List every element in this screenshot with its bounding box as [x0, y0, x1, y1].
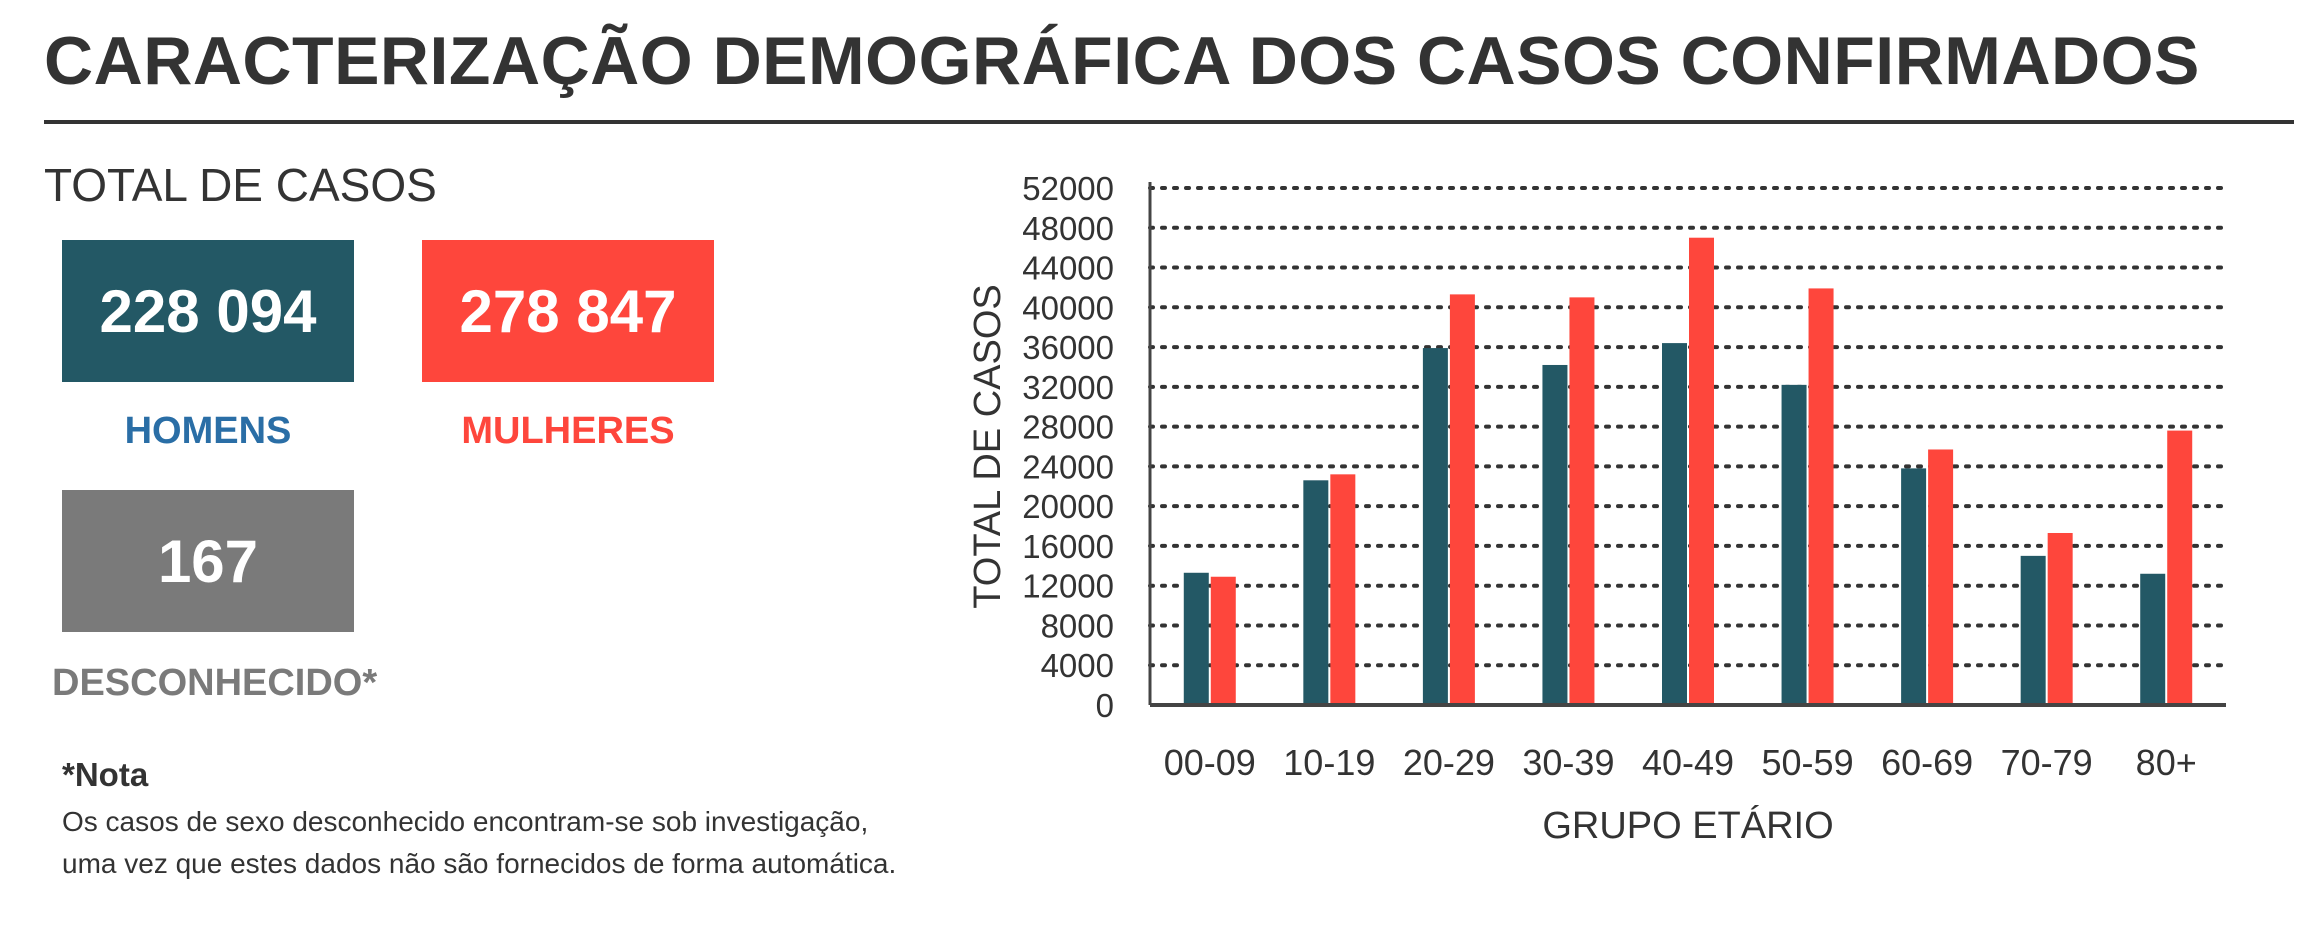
- x-tick-label: 10-19: [1283, 742, 1375, 783]
- women-label: MULHERES: [461, 410, 675, 452]
- x-tick-label: 40-49: [1642, 742, 1734, 783]
- x-tick-label: 50-59: [1762, 742, 1854, 783]
- y-tick-label: 28000: [1022, 409, 1114, 446]
- bar-mulheres-50-59: [1808, 288, 1834, 705]
- page-title: CARACTERIZAÇÃO DEMOGRÁFICA DOS CASOS CON…: [44, 23, 2200, 99]
- note-title: *Nota: [62, 756, 149, 793]
- bar-homens-50-59: [1781, 384, 1807, 705]
- bar-mulheres-60-69: [1928, 449, 1954, 705]
- men-total-box: 228 094: [62, 240, 354, 382]
- chart-tick-labels: 0400080001200016000200002400028000320003…: [1022, 170, 2197, 783]
- men-label: HOMENS: [124, 410, 292, 452]
- y-tick-label: 52000: [1022, 170, 1114, 207]
- y-tick-label: 48000: [1022, 210, 1114, 247]
- x-tick-label: 80+: [2136, 742, 2197, 783]
- y-tick-label: 36000: [1022, 329, 1114, 366]
- title-divider: [44, 120, 2294, 124]
- bar-homens-80+: [2140, 573, 2166, 705]
- bar-homens-40-49: [1662, 343, 1687, 705]
- bar-homens-00-09: [1183, 572, 1209, 705]
- y-tick-label: 12000: [1022, 568, 1114, 605]
- unknown-label: DESCONHECIDO*: [52, 662, 378, 704]
- bar-mulheres-20-29: [1449, 294, 1475, 705]
- y-tick-label: 16000: [1022, 528, 1114, 565]
- bar-homens-60-69: [1901, 468, 1927, 705]
- note-text-line-2: uma vez que estes dados não são fornecid…: [62, 848, 897, 879]
- bar-homens-10-19: [1303, 480, 1329, 705]
- bar-mulheres-70-79: [2047, 532, 2073, 705]
- x-tick-label: 30-39: [1522, 742, 1614, 783]
- bar-mulheres-30-39: [1569, 297, 1595, 705]
- x-axis-title: GRUPO ETÁRIO: [1542, 804, 1833, 847]
- note-text-line-1: Os casos de sexo desconhecido encontram-…: [62, 806, 869, 837]
- y-tick-label: 0: [1096, 687, 1114, 724]
- bar-mulheres-80+: [2167, 430, 2193, 705]
- chart-axes: [1148, 182, 2226, 707]
- y-tick-label: 32000: [1022, 369, 1114, 406]
- unknown-total-box: 167: [62, 490, 354, 632]
- x-tick-label: 00-09: [1164, 742, 1256, 783]
- total-cases-heading: TOTAL DE CASOS: [44, 159, 437, 211]
- y-tick-label: 44000: [1022, 250, 1114, 287]
- bar-mulheres-40-49: [1689, 237, 1714, 705]
- bar-mulheres-00-09: [1210, 576, 1236, 705]
- y-tick-label: 20000: [1022, 488, 1114, 525]
- women-total-box: 278 847: [422, 240, 714, 382]
- y-tick-label: 4000: [1041, 647, 1114, 684]
- chart-bars: [1183, 237, 2193, 705]
- y-tick-label: 8000: [1041, 607, 1114, 644]
- bar-homens-70-79: [2020, 555, 2046, 705]
- x-tick-label: 60-69: [1881, 742, 1973, 783]
- x-tick-label: 20-29: [1403, 742, 1495, 783]
- x-tick-label: 70-79: [2001, 742, 2093, 783]
- y-tick-label: 24000: [1022, 448, 1114, 485]
- chart-gridlines: [1148, 186, 2228, 668]
- bar-mulheres-10-19: [1330, 474, 1356, 705]
- y-axis-title: TOTAL DE CASOS: [967, 284, 1009, 608]
- bar-homens-30-39: [1542, 364, 1568, 705]
- bar-homens-20-29: [1422, 348, 1448, 705]
- y-tick-label: 40000: [1022, 289, 1114, 326]
